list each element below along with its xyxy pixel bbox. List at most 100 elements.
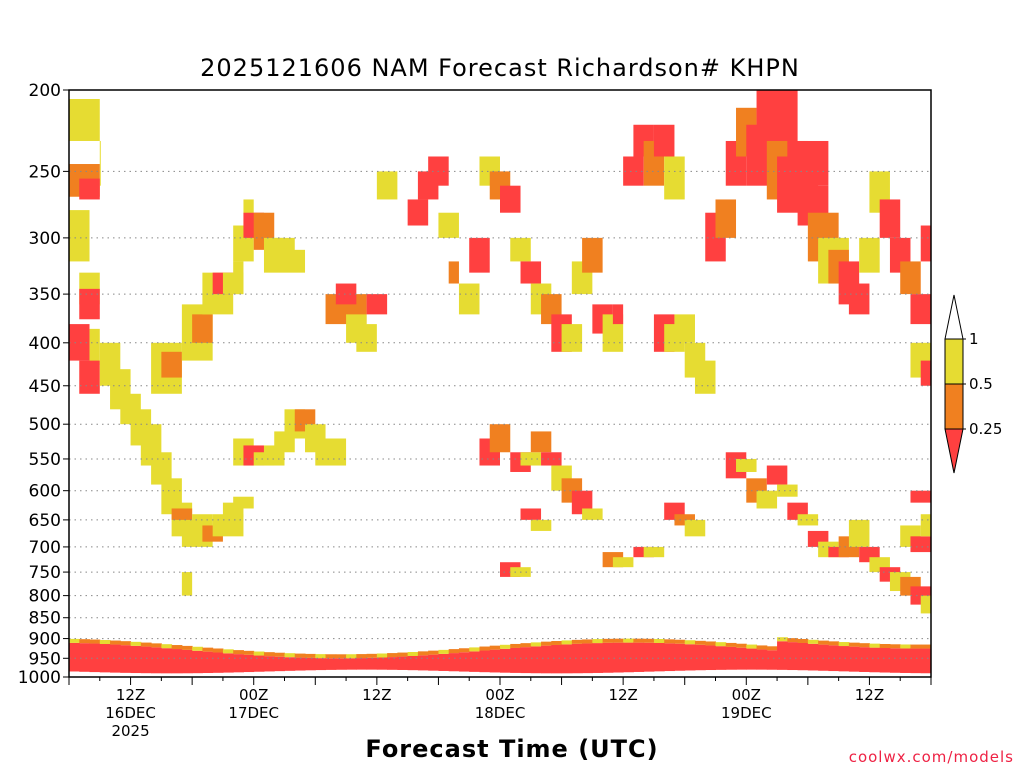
ri-cell xyxy=(920,595,931,614)
boundary-layer-edge xyxy=(889,644,901,649)
ri-cell xyxy=(79,178,100,200)
y-tick-label: 350 xyxy=(29,285,61,305)
boundary-layer-band xyxy=(305,657,316,671)
ri-cell xyxy=(920,225,931,262)
boundary-layer-band xyxy=(489,649,501,673)
boundary-layer-band xyxy=(366,657,378,670)
boundary-layer-edge xyxy=(387,653,398,658)
ri-cell xyxy=(848,519,870,547)
ri-cell xyxy=(520,261,542,284)
boundary-layer-edge xyxy=(222,649,234,654)
boundary-layer-edge xyxy=(140,642,152,647)
ri-cell xyxy=(376,171,398,200)
y-tick-label: 700 xyxy=(29,538,61,558)
boundary-layer-band xyxy=(407,655,419,671)
boundary-layer-edge xyxy=(838,642,850,647)
boundary-layer-edge xyxy=(294,653,306,658)
ri-cell xyxy=(212,514,244,537)
boundary-layer-edge xyxy=(325,654,337,659)
ri-cell xyxy=(520,452,542,466)
boundary-layer-edge xyxy=(561,640,573,645)
x-tick-label: 19DEC xyxy=(721,704,772,722)
ri-cell xyxy=(69,99,100,141)
colorbar-label: 0.25 xyxy=(969,420,1002,438)
chart-title: 2025121606 NAM Forecast Richardson# KHPN xyxy=(200,54,800,82)
credit-text: coolwx.com/models xyxy=(849,748,1014,766)
boundary-layer-edge xyxy=(438,649,450,654)
ri-cell xyxy=(438,212,459,238)
boundary-layer-edge xyxy=(500,644,511,649)
boundary-layer-band xyxy=(99,644,111,673)
boundary-layer-band xyxy=(664,643,675,672)
ri-cell xyxy=(694,360,716,394)
boundary-layer-edge xyxy=(797,638,809,643)
boundary-layer-edge xyxy=(736,643,747,648)
ri-cell xyxy=(756,490,778,509)
boundary-layer-edge xyxy=(181,645,193,650)
ri-cell xyxy=(366,294,388,315)
ri-cell xyxy=(715,199,737,238)
boundary-layer-band xyxy=(807,643,819,671)
ri-cell xyxy=(643,546,665,558)
boundary-layer-edge xyxy=(592,639,604,644)
boundary-layer-band xyxy=(212,652,224,673)
boundary-layer-band xyxy=(397,656,409,670)
ri-cell xyxy=(89,328,100,365)
boundary-layer-band xyxy=(130,645,142,674)
ri-cell xyxy=(674,314,695,343)
y-tick-label: 600 xyxy=(29,482,61,502)
boundary-layer-band xyxy=(181,649,193,674)
boundary-layer-edge xyxy=(284,653,296,658)
boundary-layer-edge xyxy=(99,640,111,645)
colorbar: 1 0.5 0.25 xyxy=(944,294,1002,474)
ri-cell xyxy=(356,324,377,352)
boundary-layer-band xyxy=(417,655,429,671)
colorbar-bin xyxy=(944,338,964,385)
boundary-layer-edge xyxy=(787,638,799,643)
y-tick-label: 650 xyxy=(29,511,61,531)
boundary-layer-edge xyxy=(120,641,132,646)
y-tick-label: 850 xyxy=(29,609,61,629)
boundary-layer-edge xyxy=(612,638,624,643)
ri-cell xyxy=(315,438,347,466)
boundary-layer-edge xyxy=(807,639,819,644)
boundary-layer-band xyxy=(222,653,234,673)
boundary-layer-band xyxy=(233,654,244,673)
boundary-layer-edge xyxy=(920,644,932,649)
boundary-layer-edge xyxy=(161,644,173,649)
boundary-layer-edge xyxy=(110,640,121,645)
boundary-layer-edge xyxy=(571,639,583,644)
boundary-layer-edge xyxy=(305,653,316,658)
boundary-layer-edge xyxy=(910,644,922,649)
ri-cell xyxy=(79,288,100,320)
ri-cell xyxy=(284,249,306,273)
boundary-layer-edge xyxy=(448,649,460,654)
boundary-layer-band xyxy=(161,648,173,674)
x-tick-label: 00Z xyxy=(239,686,268,704)
boundary-layer-edge xyxy=(79,639,91,644)
boundary-layer-band xyxy=(469,651,480,672)
y-tick-label: 200 xyxy=(29,81,61,101)
boundary-layer-band xyxy=(438,653,450,671)
boundary-layer-band xyxy=(612,642,624,673)
boundary-layer-band xyxy=(643,642,655,672)
boundary-layer-edge xyxy=(335,654,347,659)
boundary-layer-band xyxy=(818,644,829,671)
y-tick-label: 800 xyxy=(29,587,61,607)
boundary-layer-edge xyxy=(828,641,840,646)
boundary-layer-band xyxy=(900,648,911,673)
boundary-layer-edge xyxy=(69,638,80,643)
y-tick-label: 500 xyxy=(29,415,61,435)
boundary-layer-band xyxy=(458,652,470,672)
boundary-layer-band xyxy=(335,658,347,670)
ri-cell xyxy=(910,490,931,503)
ri-cell xyxy=(335,283,357,305)
ri-cell xyxy=(530,431,552,453)
boundary-layer-band xyxy=(571,643,583,674)
y-tick-label: 250 xyxy=(29,162,61,182)
boundary-layer-band xyxy=(120,645,132,673)
boundary-layer-band xyxy=(705,645,716,671)
boundary-layer-band xyxy=(756,649,768,670)
ri-cell xyxy=(848,283,870,315)
